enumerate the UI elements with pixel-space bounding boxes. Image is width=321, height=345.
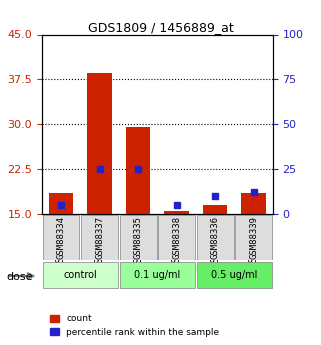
Bar bbox=[241, 193, 266, 214]
Bar bbox=[87, 73, 112, 214]
FancyBboxPatch shape bbox=[81, 215, 118, 259]
Text: GSM88336: GSM88336 bbox=[211, 216, 220, 259]
Text: GSM88335: GSM88335 bbox=[134, 216, 143, 259]
Text: GSM88339: GSM88339 bbox=[249, 216, 258, 259]
Text: GDS1809 / 1456889_at: GDS1809 / 1456889_at bbox=[88, 21, 233, 34]
FancyBboxPatch shape bbox=[235, 215, 272, 259]
Text: 0.5 ug/ml: 0.5 ug/ml bbox=[211, 270, 257, 280]
Bar bbox=[203, 205, 227, 214]
Text: dose: dose bbox=[6, 272, 33, 282]
Text: control: control bbox=[63, 270, 97, 280]
FancyBboxPatch shape bbox=[119, 215, 157, 259]
Bar bbox=[49, 193, 73, 214]
Bar bbox=[164, 211, 189, 214]
FancyBboxPatch shape bbox=[119, 262, 195, 288]
Legend: count, percentile rank within the sample: count, percentile rank within the sample bbox=[46, 311, 223, 341]
Bar bbox=[126, 127, 150, 214]
FancyBboxPatch shape bbox=[196, 262, 272, 288]
Text: GSM88337: GSM88337 bbox=[95, 216, 104, 259]
FancyBboxPatch shape bbox=[196, 215, 234, 259]
FancyBboxPatch shape bbox=[42, 262, 118, 288]
FancyBboxPatch shape bbox=[42, 215, 80, 259]
Text: GSM88338: GSM88338 bbox=[172, 216, 181, 259]
FancyBboxPatch shape bbox=[158, 215, 195, 259]
Text: GSM88334: GSM88334 bbox=[56, 216, 65, 259]
Text: 0.1 ug/ml: 0.1 ug/ml bbox=[134, 270, 180, 280]
